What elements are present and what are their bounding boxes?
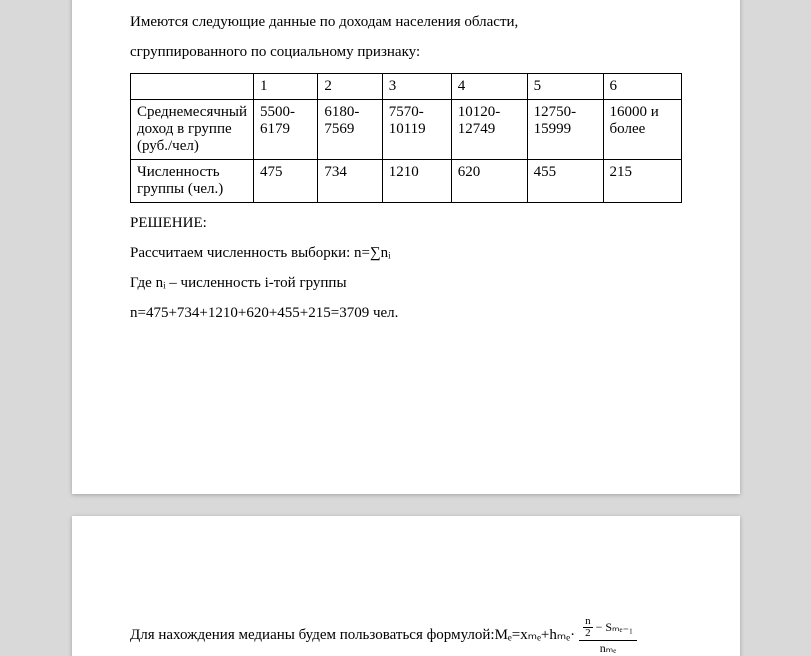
inner-frac-den: 2 bbox=[583, 628, 593, 639]
cell: 475 bbox=[254, 159, 318, 202]
median-lhs: Mₑ=xₘₑ+hₘₑ· bbox=[495, 626, 575, 644]
median-formula-line: Для нахождения медианы будем пользоватьс… bbox=[130, 616, 682, 655]
calc-line-2: Где nᵢ – численность i-той группы bbox=[130, 273, 682, 293]
cell: 12750-15999 bbox=[527, 99, 603, 159]
cell: 6180-7569 bbox=[318, 99, 382, 159]
intro-line-1: Имеются следующие данные по доходам насе… bbox=[130, 12, 682, 32]
solution-heading: РЕШЕНИЕ: bbox=[130, 213, 682, 233]
row-label-text: (руб./чел) bbox=[137, 138, 199, 154]
cell: 455 bbox=[527, 159, 603, 202]
intro-line-2: сгруппированного по социальному признаку… bbox=[130, 42, 682, 62]
row-label-text: Среднемесячный bbox=[137, 104, 247, 120]
row-label-text: группы (чел.) bbox=[137, 181, 223, 197]
table-row-count: Численность группы (чел.) 475 734 1210 6… bbox=[131, 159, 682, 202]
row-label-count: Численность группы (чел.) bbox=[131, 159, 254, 202]
fraction-numerator: n 2 − Sₘₑ₋₁ bbox=[579, 616, 637, 641]
viewport: Имеются следующие данные по доходам насе… bbox=[0, 0, 811, 656]
row-label-income: Среднемесячный доход в группе (руб./чел) bbox=[131, 99, 254, 159]
col-header: 3 bbox=[382, 73, 451, 99]
page-bottom: Для нахождения медианы будем пользоватьс… bbox=[72, 516, 740, 656]
cell: 734 bbox=[318, 159, 382, 202]
cell: 16000 и более bbox=[603, 99, 681, 159]
table-row-income: Среднемесячный доход в группе (руб./чел)… bbox=[131, 99, 682, 159]
col-header: 1 bbox=[254, 73, 318, 99]
table-corner-cell bbox=[131, 73, 254, 99]
calc-line-3: n=475+734+1210+620+455+215=3709 чел. bbox=[130, 303, 682, 323]
col-header: 4 bbox=[451, 73, 527, 99]
inner-fraction: n 2 bbox=[583, 616, 593, 639]
cell: 1210 bbox=[382, 159, 451, 202]
col-header: 2 bbox=[318, 73, 382, 99]
calc-line-1: Рассчитаем численность выборки: n=∑nᵢ bbox=[130, 243, 682, 263]
fraction-denominator: nₘₑ bbox=[596, 641, 621, 655]
income-table: 1 2 3 4 5 6 Среднемесячный доход в групп… bbox=[130, 73, 682, 203]
cell: 620 bbox=[451, 159, 527, 202]
cell: 5500-6179 bbox=[254, 99, 318, 159]
cell: 7570-10119 bbox=[382, 99, 451, 159]
median-fraction: n 2 − Sₘₑ₋₁ nₘₑ bbox=[579, 616, 637, 655]
row-label-text: Численность bbox=[137, 164, 220, 180]
col-header: 6 bbox=[603, 73, 681, 99]
cell: 215 bbox=[603, 159, 681, 202]
col-header: 5 bbox=[527, 73, 603, 99]
row-label-text: доход в группе bbox=[137, 121, 232, 137]
cell: 10120-12749 bbox=[451, 99, 527, 159]
median-text: Для нахождения медианы будем пользоватьс… bbox=[130, 626, 495, 644]
numerator-tail: − Sₘₑ₋₁ bbox=[596, 621, 634, 634]
page-top: Имеются следующие данные по доходам насе… bbox=[72, 0, 740, 494]
table-header-row: 1 2 3 4 5 6 bbox=[131, 73, 682, 99]
